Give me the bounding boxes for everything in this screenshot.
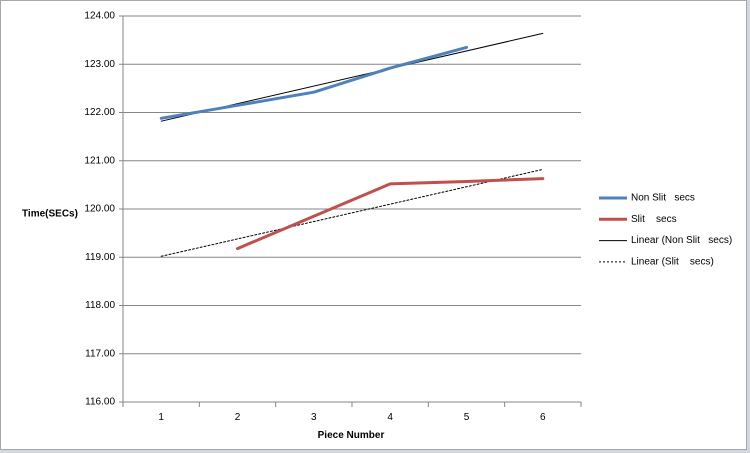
x-tick-label: 3 (311, 412, 317, 423)
legend-item: Slit secs (599, 214, 677, 225)
legend-label: Non Slit secs (631, 193, 695, 204)
legend-label: Linear (Slit secs) (631, 257, 714, 268)
y-tick-label: 122.00 (84, 107, 115, 118)
x-tick-label: 5 (464, 412, 470, 423)
series-lines (159, 32, 545, 257)
y-tick-label: 124.00 (84, 11, 115, 22)
x-tick-label: 2 (235, 412, 241, 423)
x-tick-label: 4 (387, 412, 393, 423)
y-tick-label: 121.00 (84, 155, 115, 166)
legend-item: Linear (Non Slit secs) (599, 235, 732, 246)
x-tick-label: 1 (158, 412, 164, 423)
legend: Non Slit secs Slit secs Linear (Non Slit s… (599, 193, 732, 268)
y-tick-label: 120.00 (84, 204, 115, 215)
y-tick-label: 117.00 (85, 348, 115, 359)
series-line-1 (159, 45, 468, 120)
series-line-2 (236, 177, 545, 251)
legend-item: Non Slit secs (599, 193, 695, 204)
y-tick-label: 119.00 (85, 252, 115, 263)
axes (119, 15, 582, 407)
legend-label: Slit secs (631, 214, 677, 225)
x-axis-title: Piece Number (318, 430, 385, 441)
legend-label: Linear (Non Slit secs) (631, 235, 732, 246)
x-tick-label: 6 (540, 412, 546, 423)
tick-labels: 116.00 117.00 118.00 119.00 120.00 121.00 122.… (84, 11, 546, 423)
y-tick-label: 123.00 (84, 59, 115, 70)
y-tick-label: 118.00 (85, 300, 115, 311)
gridlines (123, 15, 581, 355)
y-tick-label: 116.00 (85, 397, 115, 408)
y-axis-title: Time(SECs) (22, 209, 78, 220)
trendline-4 (160, 168, 544, 257)
legend-item: Linear (Slit secs) (599, 257, 714, 268)
